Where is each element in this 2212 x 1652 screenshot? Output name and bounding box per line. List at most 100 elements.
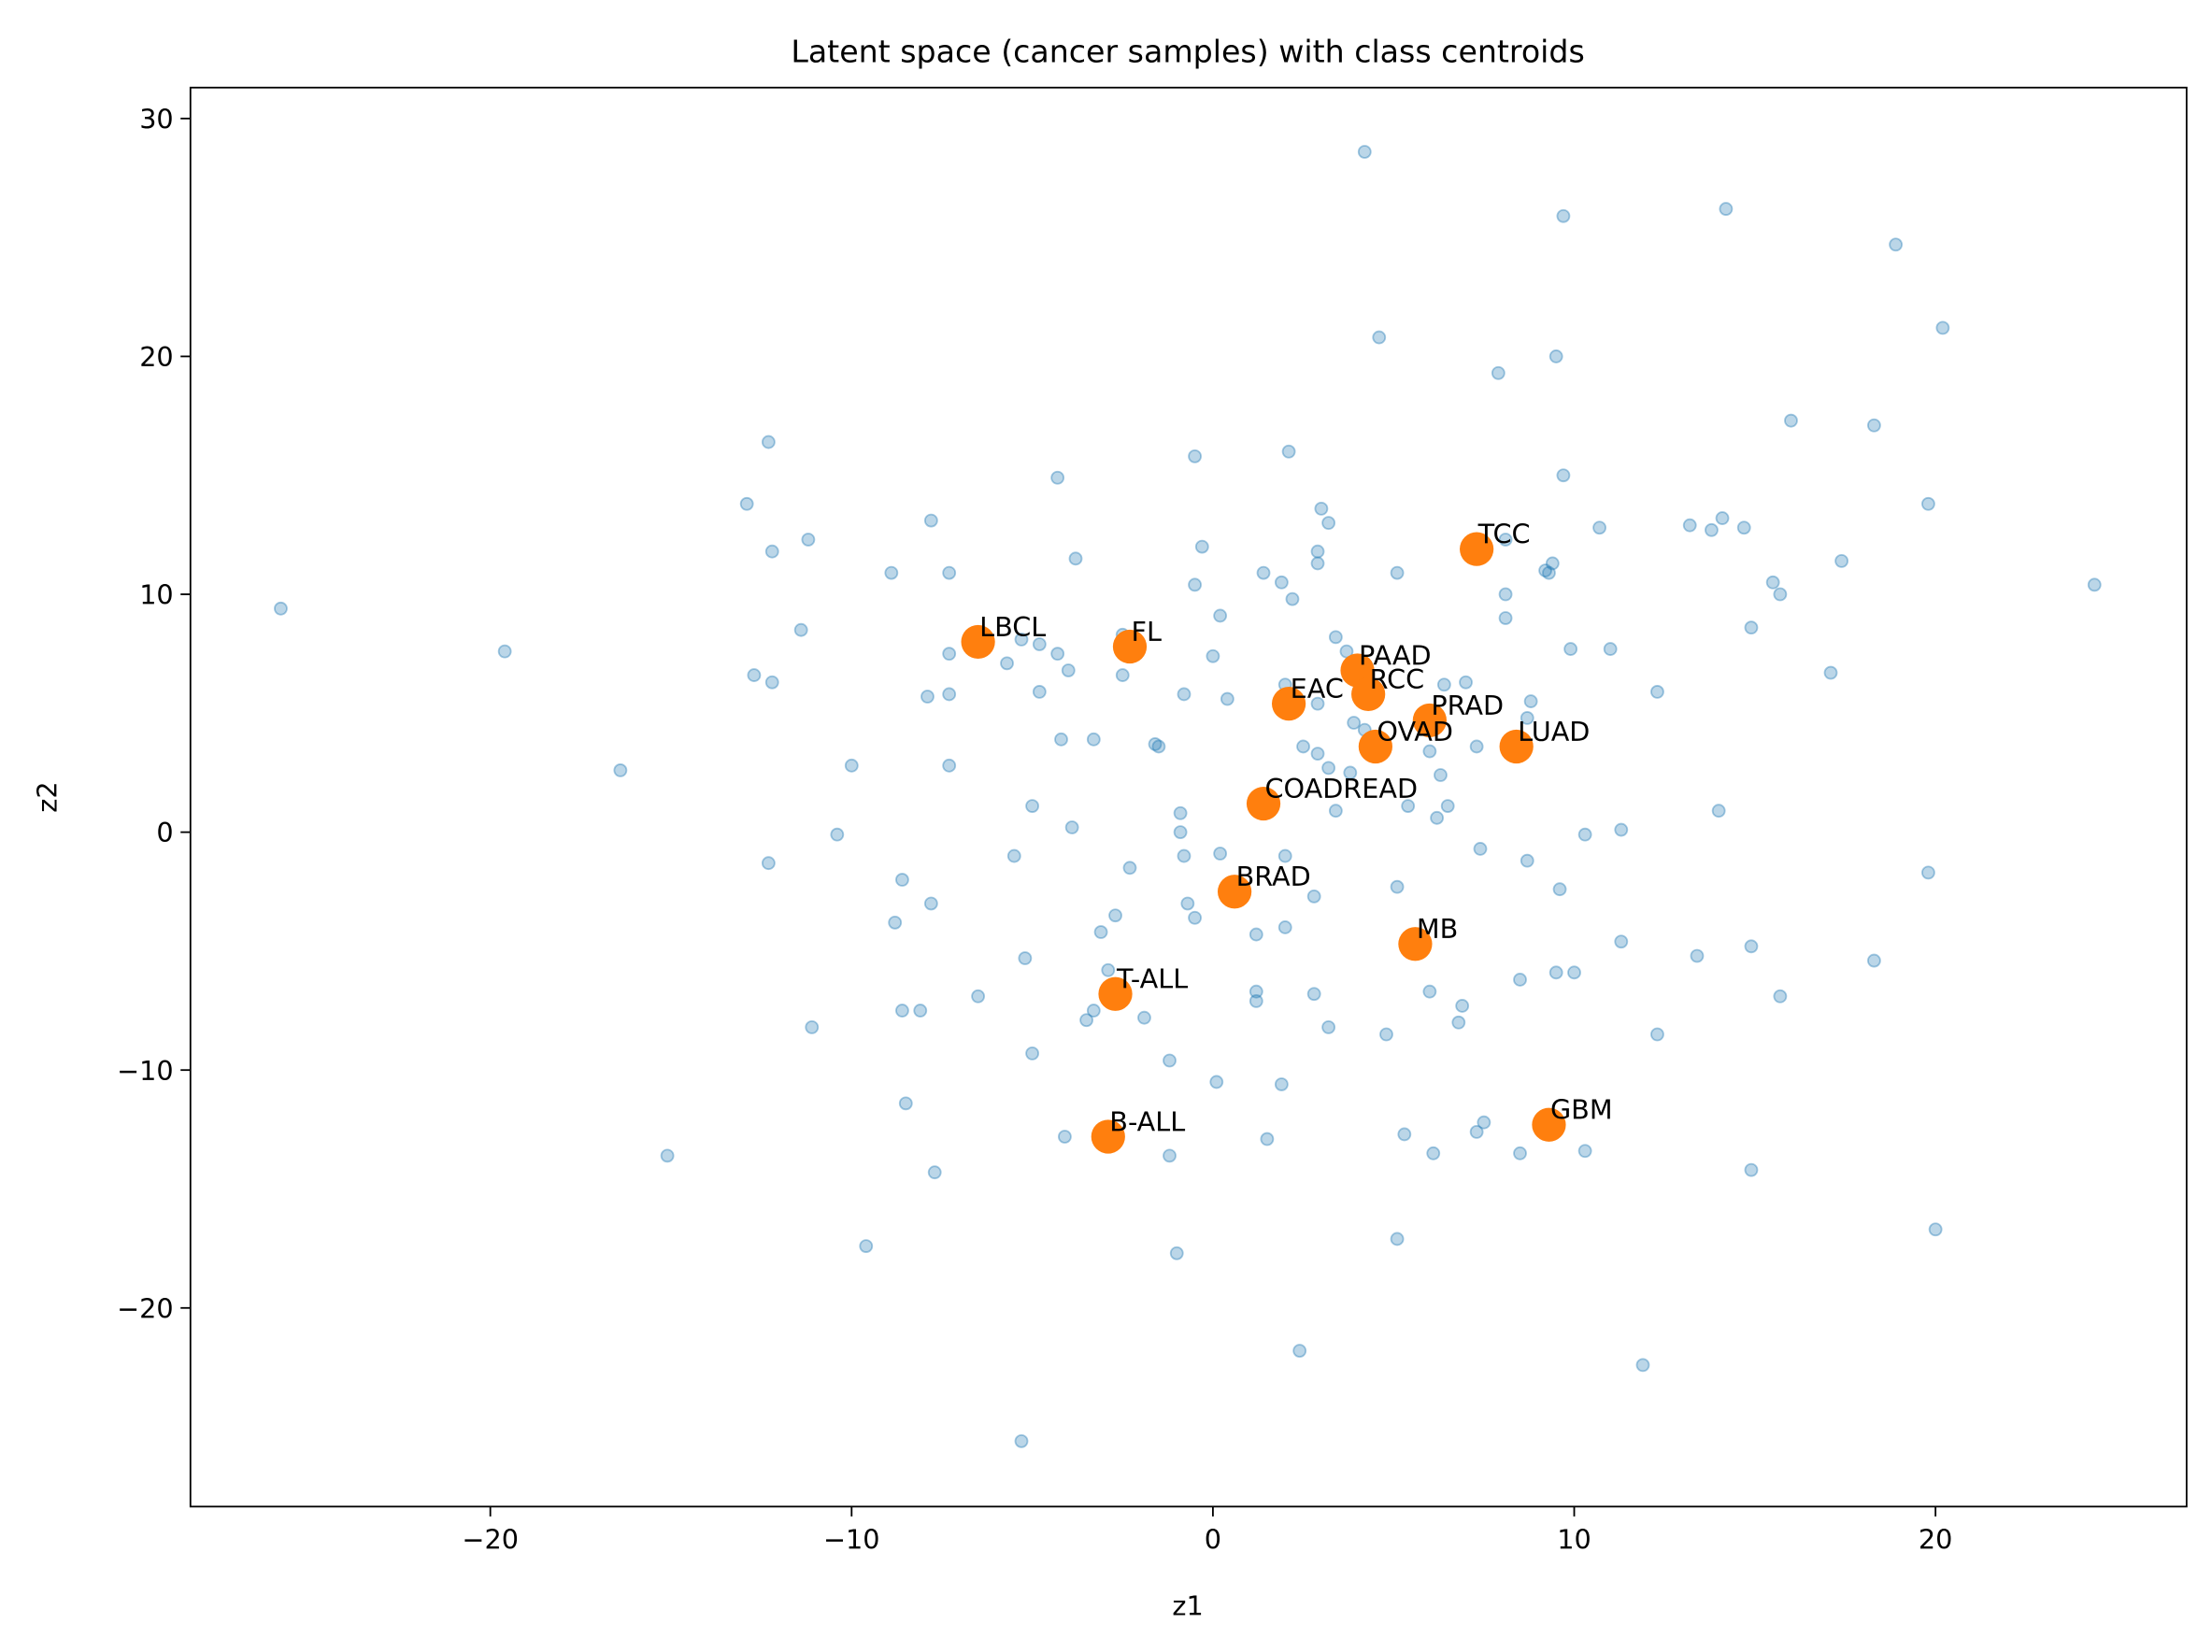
sample-point (1390, 565, 1405, 580)
sample-point (1188, 449, 1202, 463)
sample-point (1122, 861, 1137, 876)
sample-point (801, 533, 816, 547)
sample-point (1249, 993, 1263, 1008)
sample-point (1592, 520, 1606, 535)
y-tick-label: 20 (139, 341, 173, 373)
sample-point (895, 873, 909, 887)
centroid-label: B-ALL (1109, 1105, 1185, 1137)
sample-point (1025, 799, 1039, 813)
sample-point (1823, 665, 1838, 680)
sample-point (793, 622, 808, 637)
sample-point (1498, 587, 1513, 602)
sample-point (1310, 696, 1325, 711)
sample-point (1256, 565, 1271, 580)
sample-point (761, 856, 776, 871)
y-tick-label: 30 (139, 103, 173, 135)
sample-point (1032, 685, 1047, 699)
sample-point (1306, 889, 1321, 904)
centroid-label: FL (1131, 616, 1161, 648)
sample-point (1296, 739, 1310, 754)
sample-point (1018, 951, 1033, 965)
sample-point (888, 915, 903, 930)
sample-point (1711, 804, 1726, 819)
sample-point (1277, 920, 1292, 934)
sample-point (1079, 1013, 1093, 1028)
sample-point (1491, 365, 1506, 380)
sample-point (805, 1019, 820, 1034)
sample-point (1014, 632, 1029, 647)
sample-point (1469, 739, 1484, 754)
centroid-label: GBM (1550, 1094, 1613, 1126)
sample-point (942, 687, 957, 702)
sample-point (1086, 732, 1101, 747)
sample-point (1310, 556, 1325, 571)
sample-point (1523, 694, 1538, 708)
centroid-point (1271, 687, 1306, 721)
centroid-point (1091, 1119, 1125, 1154)
sample-point (1310, 747, 1325, 761)
centroid-point (1098, 976, 1133, 1011)
sample-point (1719, 202, 1734, 216)
sample-point (1473, 842, 1488, 856)
sample-point (1765, 575, 1780, 590)
sample-point (1635, 1358, 1650, 1373)
sample-point (1310, 544, 1325, 559)
sample-point (1281, 444, 1296, 459)
sample-point (1379, 1027, 1393, 1042)
sample-point (1422, 984, 1437, 999)
sample-point (1148, 737, 1163, 751)
sample-point (747, 668, 762, 682)
sample-point (1177, 848, 1192, 863)
sample-point (1545, 556, 1560, 571)
sample-point (1459, 675, 1473, 690)
sample-point (1177, 687, 1192, 702)
centroid-label: OVAD (1377, 716, 1453, 748)
sample-point (1115, 668, 1130, 682)
sample-point (1032, 637, 1047, 651)
sample-point (1054, 732, 1068, 747)
sample-point (1401, 799, 1416, 813)
sample-point (1715, 511, 1730, 525)
sample-point (1650, 685, 1664, 699)
sample-point (1213, 608, 1228, 623)
sample-point (1773, 587, 1788, 602)
sample-point (1436, 677, 1451, 692)
sample-point (1274, 1077, 1289, 1091)
centroid-point (1499, 729, 1534, 764)
sample-point (1321, 1019, 1336, 1034)
sample-point (1343, 765, 1358, 780)
sample-points (274, 145, 2102, 1448)
sample-point (859, 1239, 874, 1253)
y-tick-label: −20 (117, 1292, 174, 1324)
sample-point (1577, 827, 1592, 842)
sample-point (1260, 1132, 1275, 1146)
sample-point (1137, 1010, 1151, 1025)
sample-point (1513, 1146, 1527, 1161)
sample-point (274, 601, 288, 616)
centroid-point (1398, 927, 1433, 961)
sample-point (898, 1096, 913, 1111)
sample-point (1328, 804, 1343, 819)
sample-point (1357, 145, 1372, 159)
sample-point (1542, 565, 1556, 580)
centroid-label: T-ALL (1116, 963, 1188, 995)
y-tick-label: 10 (139, 579, 173, 611)
sample-point (764, 544, 779, 559)
sample-point (613, 763, 628, 777)
centroid-label: MB (1417, 913, 1458, 945)
sample-point (1209, 1075, 1224, 1089)
sample-point (830, 827, 845, 842)
sample-point (1314, 501, 1329, 516)
centroid-label: PAAD (1359, 639, 1432, 671)
sample-point (1520, 853, 1534, 868)
x-tick-label: −20 (462, 1524, 519, 1556)
chart-title: Latent space (cancer samples) with class… (791, 34, 1584, 70)
sample-point (1173, 825, 1188, 840)
sample-point (1169, 1246, 1184, 1260)
sample-point (1928, 1222, 1943, 1237)
sample-point (1921, 865, 1935, 880)
sample-point (913, 1004, 928, 1018)
sample-point (1006, 848, 1021, 863)
sample-point (1025, 1046, 1039, 1061)
sample-point (971, 989, 986, 1004)
